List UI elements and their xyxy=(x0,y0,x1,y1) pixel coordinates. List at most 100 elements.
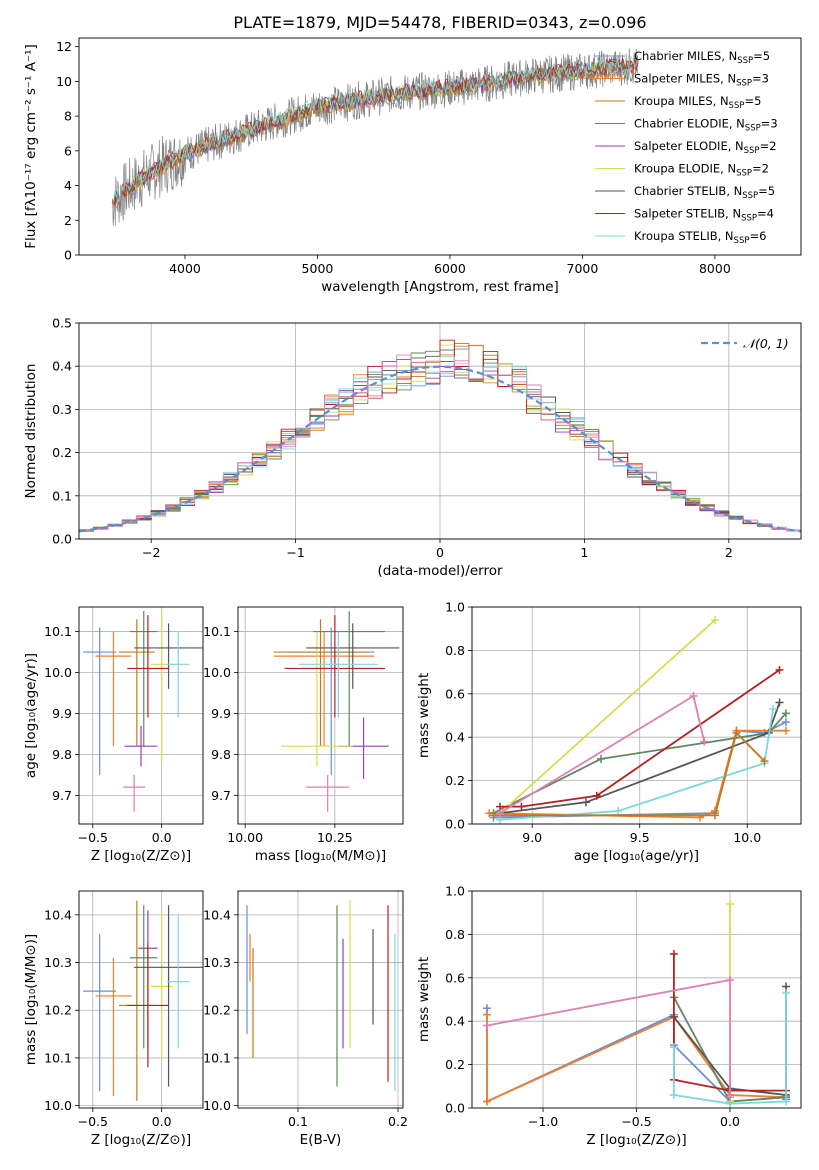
axes-frame xyxy=(78,322,802,540)
legend-entry: Salpeter STELIB, NSSP=4 xyxy=(634,207,774,224)
x-tick-label: 10.00 xyxy=(227,830,263,845)
weight_vs_Z-plot-area xyxy=(482,900,791,1108)
y-tick-label: 0.4 xyxy=(445,730,465,745)
y-axis-label: mass weight xyxy=(416,957,432,1042)
y-tick-label: 0.1 xyxy=(52,488,72,503)
x-tick-label: 0.0 xyxy=(720,1114,740,1129)
y-axis-label: mass [log₁₀(M/M⊙)] xyxy=(23,934,39,1065)
legend-entry: Chabrier ELODIE, NSSP=3 xyxy=(634,117,778,134)
legend-subscript: SSP xyxy=(744,146,760,156)
model-spectrum-line xyxy=(113,58,639,207)
mass_vs_Z-plot-area xyxy=(83,900,203,1101)
legend-suffix: =2 xyxy=(760,139,777,153)
axes-frame xyxy=(78,606,204,825)
legend-suffix: =4 xyxy=(757,207,774,221)
legend-subscript: SSP xyxy=(736,79,752,89)
weight_vs_age-plot-area xyxy=(485,616,790,824)
x-axis-label: age [log₁₀(age/yr)] xyxy=(574,848,699,864)
legend-subscript: SSP xyxy=(737,56,753,66)
axes-frame xyxy=(471,890,802,1109)
age_vs_mass-plot-area xyxy=(273,611,400,812)
y-tick-label: 1.0 xyxy=(445,884,465,899)
x-axis-label: Z [log₁₀(Z/Z⊙)] xyxy=(91,848,191,864)
legend-entry: Kroupa ELODIE, NSSP=2 xyxy=(634,162,769,179)
y-tick-label: 10.2 xyxy=(203,1003,231,1018)
legend-subscript: SSP xyxy=(734,236,750,246)
x-tick-label: 4000 xyxy=(169,261,201,276)
x-tick-label: 0 xyxy=(436,545,444,560)
x-tick-label: 9.0 xyxy=(522,830,542,845)
x-tick-label: −0.5 xyxy=(621,1114,651,1129)
y-tick-label: 9.8 xyxy=(52,747,72,762)
x-tick-label: −1 xyxy=(286,545,304,560)
y-tick-label: 0.2 xyxy=(445,1057,465,1072)
x-tick-label: 0.0 xyxy=(152,830,172,845)
spectrum-legend: Chabrier MILES, NSSP=5 Salpeter MILES, NS… xyxy=(595,49,778,246)
spectrum-plot-area xyxy=(111,48,639,226)
axes-frame xyxy=(78,890,204,1109)
y-tick-label: 10.1 xyxy=(203,624,231,639)
legend-entry: Kroupa MILES, NSSP=5 xyxy=(634,94,761,111)
x-tick-label: 0.0 xyxy=(152,1114,172,1129)
spectrum-axes: 4000 5000 6000 7000 8000 0 2 4 6 8 10 12 wavelength … xyxy=(23,37,802,295)
x-tick-label: 8000 xyxy=(699,261,731,276)
y-tick-label: 0.5 xyxy=(52,316,72,331)
weight_vs_Z-axes: −1.0 −0.5 0.0 0.0 0.2 0.4 0.6 0.8 1.0 Z [log₁₀(Z/… xyxy=(416,884,802,1148)
legend-suffix: =5 xyxy=(753,49,770,63)
y-tick-label: 0.0 xyxy=(445,817,465,832)
mass_vs_Z-axes: −0.5 0.0 10.0 10.1 10.2 10.3 10.4 Z [log₁₀(Z/Z⊙… xyxy=(23,890,204,1148)
x-axis-label: (data-model)/error xyxy=(377,563,503,579)
y-tick-label: 0.6 xyxy=(445,970,465,985)
residuals-plot-area xyxy=(79,339,801,533)
y-tick-label: 0.8 xyxy=(445,643,465,658)
weight-line xyxy=(493,712,787,814)
x-tick-label: −0.5 xyxy=(78,1114,108,1129)
y-tick-label: 0.6 xyxy=(445,686,465,701)
y-tick-label: 0.0 xyxy=(445,1101,465,1116)
y-tick-label: 2 xyxy=(64,213,72,228)
x-axis-label: Z [log₁₀(Z/Z⊙)] xyxy=(91,1132,191,1148)
y-tick-label: 0.2 xyxy=(445,773,465,788)
y-tick-label: 8 xyxy=(64,109,72,124)
y-tick-label: 9.7 xyxy=(52,788,72,803)
legend-subscript: SSP xyxy=(741,214,757,224)
legend-subscript: SSP xyxy=(729,101,745,111)
y-tick-label: 10.4 xyxy=(203,907,231,922)
weight-line xyxy=(486,978,731,1098)
legend-entry: Salpeter MILES, NSSP=3 xyxy=(634,72,769,89)
x-tick-label: −1.0 xyxy=(528,1114,558,1129)
y-tick-label: 10.4 xyxy=(44,907,72,922)
axes-frame xyxy=(237,606,404,825)
mass_vs_EBV-plot-area xyxy=(246,900,396,1092)
model-spectrum-line xyxy=(112,55,639,202)
weight-line xyxy=(493,731,766,817)
y-tick-label: 10.0 xyxy=(203,665,231,680)
weight-line xyxy=(673,953,786,1092)
y-tick-label: 10.1 xyxy=(44,624,72,639)
y-tick-label: 0.3 xyxy=(52,402,72,417)
x-tick-label: 6000 xyxy=(434,261,466,276)
y-tick-label: 0.4 xyxy=(52,359,72,374)
y-tick-label: 10.1 xyxy=(203,1050,231,1065)
legend-suffix: =2 xyxy=(752,162,769,176)
weight-line xyxy=(499,702,781,814)
x-tick-label: −0.5 xyxy=(78,830,108,845)
y-tick-label: 0.0 xyxy=(52,532,72,547)
y-tick-label: 10 xyxy=(56,74,72,89)
x-axis-label: E(B-V) xyxy=(300,1132,342,1148)
mass_vs_EBV-axes: 0.1 0.2 10.0 10.1 10.2 10.3 10.4 E(B-V) xyxy=(203,890,408,1148)
y-tick-label: 10.0 xyxy=(203,1098,231,1113)
residuals-axes: −2 −1 0 1 2 0.0 0.1 0.2 0.3 0.4 0.5 (data-model)/er… xyxy=(23,316,802,579)
y-tick-label: 0.8 xyxy=(445,927,465,942)
legend-entry: 𝒩(0, 1) xyxy=(743,336,789,351)
legend-suffix: =5 xyxy=(758,184,775,198)
legend-subscript: SSP xyxy=(742,191,758,201)
y-axis-label: mass weight xyxy=(416,673,432,758)
age_vs_Z-axes: −0.5 0.0 9.7 9.8 9.9 10.0 10.1 Z [log₁₀(Z/Z⊙)] a… xyxy=(23,606,204,864)
y-tick-label: 0.4 xyxy=(445,1014,465,1029)
model-spectrum-line xyxy=(113,58,639,203)
legend-entry: Chabrier MILES, NSSP=5 xyxy=(634,49,770,66)
model-spectrum-line xyxy=(112,58,639,205)
weight_vs_age-axes: 9.0 9.5 10.0 0.0 0.2 0.4 0.6 0.8 1.0 age [log₁₀(a… xyxy=(416,600,802,864)
x-tick-label: 0.2 xyxy=(388,1114,408,1129)
